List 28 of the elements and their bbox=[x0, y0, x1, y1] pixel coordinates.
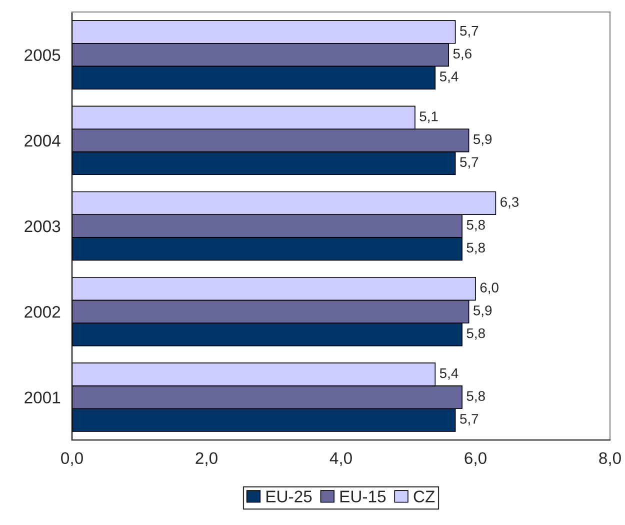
data-label: 5,4 bbox=[440, 368, 458, 380]
y-tick-label: 2001 bbox=[24, 392, 60, 404]
data-label: 6,3 bbox=[500, 197, 519, 209]
y-tick-label: 2004 bbox=[24, 134, 60, 147]
legend-label: CZ bbox=[414, 490, 435, 502]
y-tick-label: 2003 bbox=[24, 220, 60, 232]
x-tick-label: 6,0 bbox=[464, 452, 486, 466]
data-label: 6,0 bbox=[480, 282, 498, 294]
data-label: 5,8 bbox=[466, 328, 485, 340]
data-label: 5,8 bbox=[466, 242, 485, 254]
data-label: 5,8 bbox=[466, 220, 485, 232]
data-label: 5,7 bbox=[460, 414, 478, 426]
data-label: 5,9 bbox=[473, 134, 492, 146]
data-label: 5,1 bbox=[420, 112, 438, 123]
data-label: 5,6 bbox=[453, 48, 472, 60]
data-label: 5,4 bbox=[440, 72, 458, 83]
data-label: 5,7 bbox=[460, 157, 478, 169]
y-tick-label: 2002 bbox=[24, 306, 60, 318]
data-label: 5,7 bbox=[460, 26, 478, 38]
legend-label: EU-15 bbox=[340, 490, 386, 502]
data-label: 5,8 bbox=[466, 391, 485, 403]
data-label: 5,9 bbox=[473, 305, 492, 317]
x-tick-label: 0,0 bbox=[61, 452, 83, 466]
y-tick-label: 2005 bbox=[24, 49, 60, 62]
legend-label: EU-25 bbox=[266, 490, 312, 502]
x-tick-label: 2,0 bbox=[196, 452, 218, 466]
x-tick-label: 4,0 bbox=[330, 452, 352, 466]
x-tick-label: 8,0 bbox=[599, 452, 621, 466]
